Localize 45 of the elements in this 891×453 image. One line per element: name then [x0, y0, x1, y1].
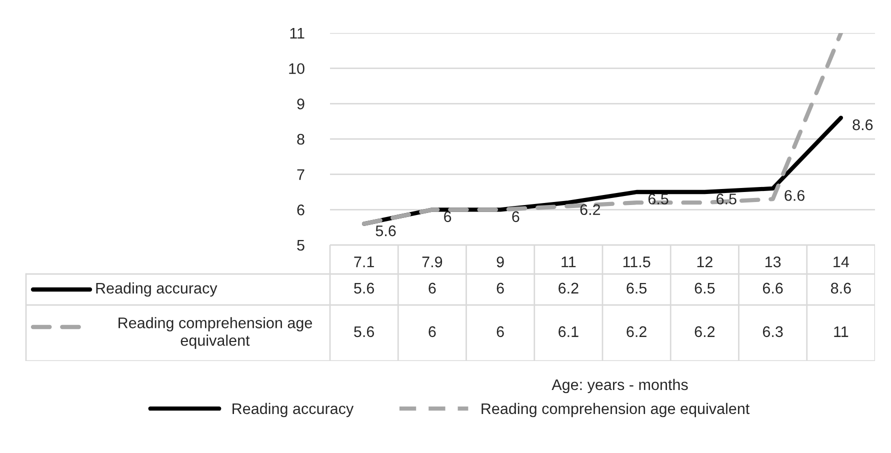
- y-tick-label: 5: [297, 240, 304, 251]
- y-tick-label: 10: [289, 63, 304, 74]
- data-label: 6.3: [762, 326, 783, 338]
- data-label: 5.6: [354, 326, 374, 338]
- x-tick-label: 12: [697, 256, 712, 268]
- annotation: 6.5: [648, 194, 668, 204]
- data-label: 5.6: [354, 282, 374, 294]
- annotation: 6: [512, 211, 520, 222]
- text: Reading accuracy: [232, 402, 354, 418]
- data-label: 6.2: [558, 282, 578, 294]
- legend-label: Reading comprehension age equivalent: [118, 317, 312, 349]
- data-label: 6: [428, 326, 436, 338]
- data-label: 6.2: [626, 326, 646, 338]
- y-tick-label: 7: [297, 169, 304, 180]
- text: Age: years - months: [552, 378, 688, 394]
- data-label: 6: [496, 326, 504, 338]
- data-label: 11: [834, 326, 848, 337]
- x-tick-label: 7.9: [422, 256, 442, 268]
- annotation: 5.6: [376, 225, 396, 236]
- data-label: 6.6: [762, 282, 783, 294]
- line-series: [362, 33, 844, 226]
- annotation: 6: [444, 211, 452, 222]
- data-label: 6.1: [558, 326, 578, 338]
- y-tick-label: 11: [290, 28, 304, 39]
- x-tick-label: 11.5: [623, 256, 650, 268]
- y-tick-label: 9: [297, 98, 304, 110]
- data-label: 6.5: [626, 282, 647, 294]
- annotation: 8.6: [852, 119, 873, 130]
- text: Reading comprehension age equivalent: [482, 402, 750, 418]
- data-label: 6.2: [694, 326, 715, 338]
- y-tick-label: 8: [297, 134, 304, 145]
- x-tick-label: 14: [834, 256, 849, 268]
- x-tick-label: 9: [496, 256, 504, 268]
- annotation: 6.2: [580, 204, 600, 216]
- y-tick-label: 6: [297, 204, 304, 216]
- x-tick-label: 7.1: [354, 256, 374, 268]
- legend-label: Reading accuracy: [96, 282, 218, 297]
- data-label: 6.5: [694, 282, 715, 294]
- data-label: 6: [496, 282, 504, 294]
- annotation: 6.6: [784, 190, 804, 201]
- data-label: 8.6: [830, 282, 851, 294]
- annotation: 6.5: [716, 194, 736, 204]
- data-label: 6: [428, 282, 436, 294]
- x-tick-label: 11: [562, 256, 576, 268]
- x-tick-label: 13: [765, 256, 781, 268]
